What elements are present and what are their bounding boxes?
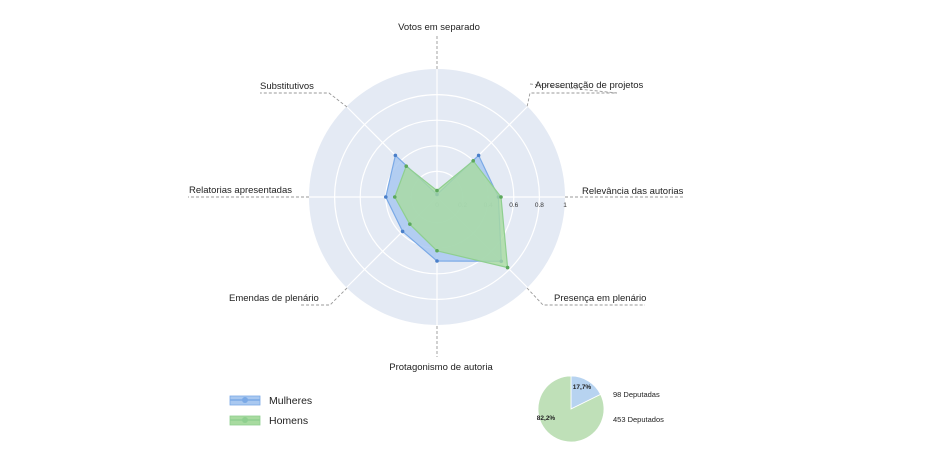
- radar-axis-leader: [260, 92, 348, 108]
- radar-point-homens: [505, 265, 510, 270]
- legend: Mulheres Homens: [229, 395, 312, 427]
- legend-marker-homens: [242, 417, 248, 423]
- radar-point-mulheres: [393, 153, 398, 158]
- radar-point-homens: [408, 222, 412, 226]
- radar-point-homens: [471, 158, 476, 163]
- radar-tick-label: 0.6: [509, 202, 518, 209]
- radar-axis-label: Relevância das autorias: [582, 186, 684, 197]
- radar-point-homens: [435, 188, 439, 193]
- radar-point-homens: [499, 195, 503, 199]
- pie-slice-label: 17,7%: [573, 384, 592, 391]
- radar-axis-leader: [526, 83, 618, 108]
- radar-axis-label: Apresentação de projetos: [535, 80, 644, 91]
- radar-point-homens: [435, 248, 439, 253]
- radar-point-mulheres: [400, 229, 405, 234]
- legend-label-homens: Homens: [269, 415, 308, 427]
- pie-chart: 17,7% 98 Deputadas 82,2% 453 Deputados: [537, 375, 664, 443]
- radar-axis-label: Votos em separado: [398, 22, 480, 33]
- pie-slice-note: 453 Deputados: [613, 415, 664, 424]
- radar-point-homens: [404, 164, 409, 169]
- radar-axis-label: Presença em plenário: [554, 293, 646, 304]
- pie-slice: [537, 375, 605, 443]
- pie-slice-label: 82,2%: [537, 415, 556, 422]
- radar-point-mulheres: [384, 195, 388, 199]
- pie-slice-note: 98 Deputadas: [613, 390, 660, 399]
- radar-axis-label: Protagonismo de autoria: [389, 362, 493, 373]
- radar-axis-label: Relatorias apresentadas: [189, 185, 292, 196]
- radar-tick-label: 1: [563, 202, 567, 209]
- radar-axis-label: Substitutivos: [260, 81, 314, 92]
- radar-point-homens: [392, 195, 397, 199]
- radar-axis-leader: [526, 287, 645, 306]
- radar-tick-label: 0.8: [535, 202, 544, 209]
- radar-point-mulheres: [435, 259, 439, 263]
- legend-label-mulheres: Mulheres: [269, 395, 312, 407]
- radar-point-mulheres: [476, 153, 481, 158]
- radar-axis-label: Emendas de plenário: [229, 293, 319, 304]
- legend-marker-mulheres: [242, 397, 248, 403]
